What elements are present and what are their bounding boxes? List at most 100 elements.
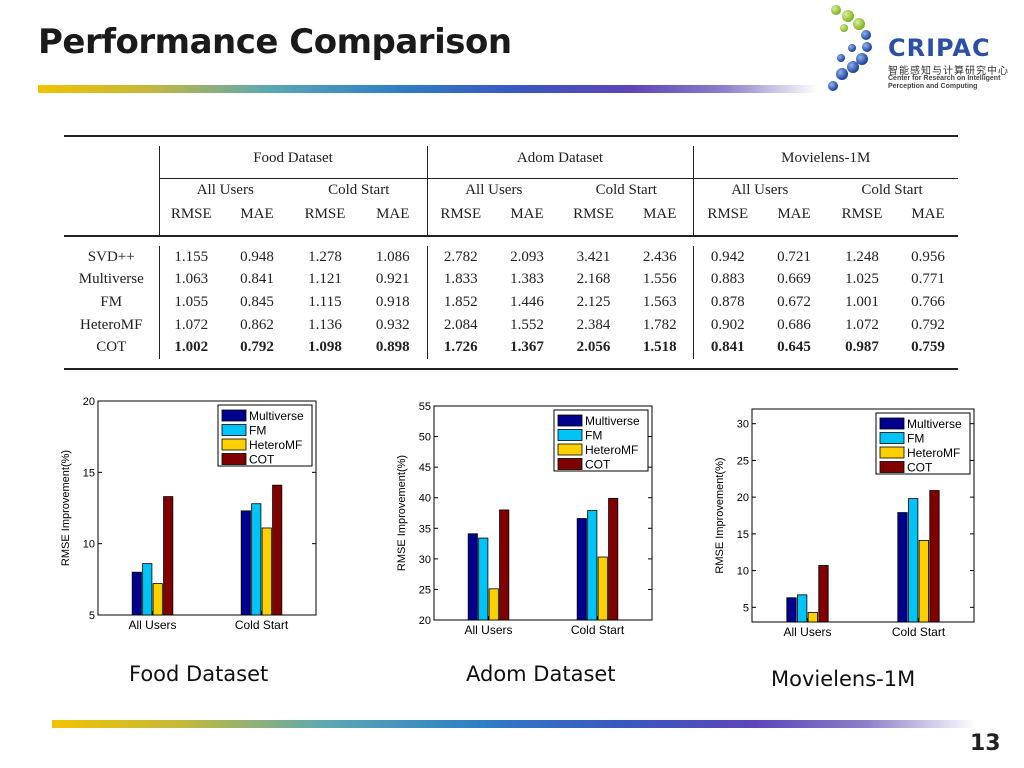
- legend-swatch: [221, 424, 247, 436]
- setting-header: All Users: [159, 177, 291, 202]
- value-cell: 0.759: [911, 339, 945, 356]
- y-tick-label: 30: [737, 419, 749, 431]
- value-cell: 1.072: [845, 316, 879, 333]
- method-name-cell: Multiverse: [64, 268, 160, 292]
- dataset-header-adom: Adom Dataset: [427, 146, 694, 170]
- legend-label: FM: [585, 429, 602, 443]
- value-cell: 1.121: [308, 271, 342, 288]
- bar: [908, 498, 919, 623]
- y-tick-label: 20: [737, 492, 749, 504]
- title-underline-rule: [38, 85, 818, 93]
- value-cell: 1.518: [627, 336, 694, 359]
- caption-adom-dataset: Adom Dataset: [466, 662, 616, 686]
- table-row: FM 1.055 0.845 1.115 0.918 1.852 1.446 2.125 1.5…: [64, 291, 958, 314]
- value-cell: 2.436: [627, 246, 694, 269]
- movielens-rmse-chart: 5 10 15 20 25 30 RMSE Improvement(%) All Users C…: [714, 408, 975, 639]
- value-cell: 1.002: [174, 339, 209, 356]
- table-row: SVD++ 1.155 0.948 1.278 1.086 2.782 2.093 3.421…: [64, 246, 958, 269]
- value-cell: 1.155: [174, 248, 209, 265]
- bar: [251, 503, 262, 616]
- table-row: COT 1.002 0.792 1.098 0.898 1.726 1.367 2.056 1.…: [64, 336, 958, 359]
- value-cell: 2.056: [576, 339, 611, 356]
- value-cell: 1.136: [308, 316, 342, 333]
- bar: [240, 510, 251, 616]
- value-cell: 2.125: [576, 293, 611, 310]
- bar: [163, 496, 174, 616]
- value-cell: 3.421: [576, 248, 611, 265]
- value-cell: 2.168: [576, 271, 611, 288]
- table-row: HeteroMF 1.072 0.862 1.136 0.932 2.084 1.552 2.…: [64, 313, 958, 337]
- legend-swatch: [879, 432, 905, 444]
- value-cell: 1.446: [510, 293, 544, 310]
- x-tick-label: All Users: [128, 618, 176, 632]
- value-cell: 1.115: [308, 293, 342, 310]
- bar: [261, 527, 272, 616]
- y-tick-label: 15: [737, 529, 749, 541]
- legend-swatch: [557, 429, 583, 441]
- metric-header: MAE: [359, 202, 428, 226]
- metric-header: RMSE: [707, 205, 749, 222]
- bar: [897, 512, 908, 623]
- legend-label: COT: [249, 453, 275, 467]
- y-tick-label: 55: [419, 401, 431, 413]
- metric-header: MAE: [911, 205, 945, 222]
- legend-label: HeteroMF: [907, 446, 960, 460]
- value-cell: 1.852: [443, 293, 478, 310]
- bar: [576, 518, 587, 621]
- value-cell: 0.841: [240, 271, 274, 288]
- y-tick-label: 35: [419, 523, 431, 535]
- value-cell: 0.898: [359, 336, 428, 359]
- y-tick-label: 10: [83, 539, 95, 551]
- value-cell: 1.383: [510, 271, 544, 288]
- legend-swatch: [221, 409, 247, 422]
- value-cell: 0.845: [240, 293, 274, 310]
- logo-english-name: Center for Research on Intelligent Perce…: [888, 75, 1020, 91]
- value-cell: 0.792: [911, 316, 945, 333]
- value-cell: 2.782: [443, 248, 478, 265]
- setting-header: All Users: [693, 177, 826, 202]
- y-axis-label: RMSE Improvement(%): [714, 457, 726, 573]
- bar: [786, 597, 797, 623]
- value-cell: 1.063: [174, 271, 209, 288]
- legend-label: FM: [907, 432, 924, 446]
- value-cell: 0.921: [359, 268, 428, 292]
- bar: [272, 484, 283, 616]
- logo-name: CRIPAC: [888, 34, 991, 62]
- value-cell: 2.093: [510, 248, 544, 265]
- metric-header: MAE: [627, 202, 694, 226]
- value-cell: 0.645: [777, 339, 811, 356]
- bar: [597, 556, 608, 621]
- y-tick-label: 40: [419, 493, 431, 505]
- metric-header: RMSE: [440, 205, 482, 222]
- metric-header: RMSE: [304, 205, 346, 222]
- bar: [818, 565, 829, 623]
- legend-swatch: [557, 443, 583, 456]
- value-cell: 0.902: [710, 316, 745, 333]
- logo-english-line-2: Perception and Computing: [888, 83, 978, 90]
- method-name-cell: SVD++: [64, 246, 160, 269]
- value-cell: 0.766: [911, 293, 945, 310]
- value-cell: 1.367: [510, 339, 544, 356]
- bar: [152, 583, 163, 616]
- footer-rule: [52, 720, 977, 728]
- y-tick-label: 5: [743, 602, 749, 614]
- value-cell: 1.556: [627, 268, 694, 292]
- value-cell: 0.841: [710, 339, 745, 356]
- value-cell: 0.883: [710, 271, 745, 288]
- legend-label: FM: [249, 424, 266, 438]
- bar: [142, 563, 153, 616]
- legend-swatch: [557, 458, 583, 470]
- value-cell: 0.956: [911, 248, 945, 265]
- y-axis-label: RMSE Improvement(%): [396, 455, 408, 571]
- method-name-cell: HeteroMF: [64, 313, 160, 337]
- y-tick-label: 45: [419, 462, 431, 474]
- bar: [807, 612, 818, 623]
- legend-swatch: [879, 417, 905, 430]
- legend-swatch: [879, 446, 905, 459]
- value-cell: 1.782: [627, 313, 694, 337]
- bar: [918, 540, 929, 623]
- value-cell: 1.278: [308, 248, 342, 265]
- bar: [478, 537, 489, 621]
- bar: [608, 497, 619, 621]
- y-tick-label: 5: [89, 610, 95, 622]
